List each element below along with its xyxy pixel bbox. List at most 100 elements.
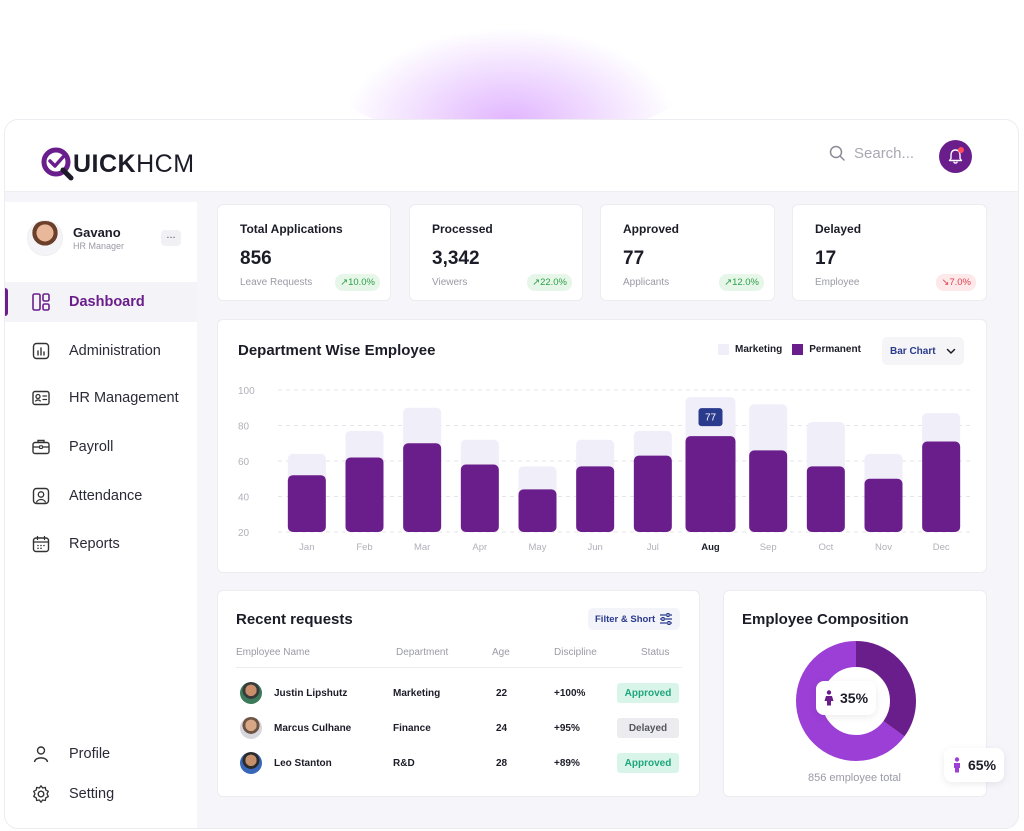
y-tick-label: 80 [238, 422, 250, 433]
search-box[interactable]: Search... [829, 145, 914, 162]
avatar [240, 752, 262, 774]
status-badge: Approved [617, 683, 679, 703]
sidebar-item-label: Payroll [69, 439, 114, 455]
employee-name: Marcus Culhane [274, 723, 352, 734]
bar-permanent [576, 466, 615, 532]
bar-permanent [749, 450, 788, 532]
sidebar-item-label: Reports [69, 536, 120, 552]
stat-card-processed[interactable]: Processed 3,342 Viewers ↗22.0% [409, 204, 583, 301]
female-percentage-chip: 35% [816, 681, 877, 715]
sidebar-item-administration[interactable]: Administration [5, 331, 197, 371]
sidebar-item-setting[interactable]: Setting [5, 774, 197, 814]
sidebar-item-label: Attendance [69, 488, 143, 504]
bar-permanent [864, 478, 903, 532]
user-menu-button[interactable]: ... [161, 230, 181, 246]
trend-down-icon: ↘ [941, 277, 950, 288]
trend-badge: ↗22.0% [527, 274, 572, 291]
bar-chart: 100 80 60 40 20 Jan Feb Mar Apr May Jun Jul Aug 77 Sep… [238, 386, 970, 553]
sidebar-item-profile[interactable]: Profile [5, 734, 197, 774]
stat-value: 3,342 [432, 248, 480, 269]
recent-requests-card: Recent requests Filter & Short Employee … [217, 590, 700, 797]
x-tick-label: Nov [875, 542, 892, 553]
employee-discipline: +100% [554, 688, 586, 699]
column-header-age: Age [492, 647, 510, 658]
sidebar-item-label: Setting [69, 786, 115, 802]
sidebar-item-payroll[interactable]: Payroll [5, 427, 197, 467]
bar-tooltip [698, 408, 723, 427]
avatar [27, 220, 63, 256]
sidebar-item-reports[interactable]: Reports [5, 524, 197, 564]
user-profile[interactable]: Gavano HR Manager [27, 220, 124, 256]
male-percentage: 65% [968, 757, 997, 773]
chevron-down-icon [946, 348, 956, 354]
employee-discipline: +89% [554, 758, 580, 769]
x-tick-label: Feb [356, 542, 372, 553]
stat-card-total-applications[interactable]: Total Applications 856 Leave Requests ↗1… [217, 204, 391, 301]
column-header-status: Status [641, 647, 670, 658]
calendar-icon [31, 534, 51, 554]
employee-composition-card: Employee Composition 35% 856 employee to… [723, 590, 987, 797]
legend-label-marketing: Marketing [735, 344, 783, 355]
chart-type-dropdown[interactable]: Bar Chart [882, 337, 964, 365]
status-badge: Approved [617, 753, 679, 773]
search-input[interactable]: Search... [854, 145, 915, 162]
user-name: Gavano [73, 225, 121, 240]
employee-age: 22 [496, 688, 508, 699]
female-percentage: 35% [840, 690, 869, 706]
avatar [240, 682, 262, 704]
dropdown-value: Bar Chart [890, 345, 936, 357]
filter-sort-button[interactable]: Filter & Short [588, 608, 680, 630]
top-bar: UICKHCM Search... [5, 120, 1018, 192]
stat-value: 17 [815, 248, 837, 269]
employee-discipline: +95% [554, 723, 580, 734]
sidebar-item-hr-management[interactable]: HR Management [5, 378, 197, 418]
female-icon [824, 690, 834, 706]
bar-permanent [633, 455, 672, 532]
filter-label: Filter & Short [595, 613, 656, 625]
x-tick-label: May [529, 542, 547, 553]
stat-subtitle: Leave Requests [240, 277, 313, 288]
search-icon [829, 145, 845, 161]
bar-permanent [460, 464, 499, 532]
chart-title: Department Wise Employee [238, 342, 436, 359]
employee-age: 28 [496, 758, 508, 769]
sliders-icon [660, 613, 672, 625]
dashboard-icon [31, 292, 51, 312]
composition-title: Employee Composition [742, 611, 909, 628]
briefcase-icon [31, 437, 51, 457]
user-square-icon [31, 486, 51, 506]
stat-value: 77 [623, 248, 645, 269]
sidebar-item-dashboard[interactable]: Dashboard [5, 282, 197, 322]
notification-button[interactable] [939, 140, 972, 173]
column-header-discipline: Discipline [554, 647, 597, 658]
y-tick-label: 60 [238, 457, 250, 468]
stat-card-approved[interactable]: Approved 77 Applicants ↗12.0% [600, 204, 775, 301]
y-tick-label: 40 [238, 493, 250, 504]
employee-age: 24 [496, 723, 508, 734]
table-divider [236, 667, 682, 668]
sidebar-item-attendance[interactable]: Attendance [5, 476, 197, 516]
requests-title: Recent requests [236, 611, 353, 628]
legend-swatch-permanent [792, 344, 804, 355]
sidebar-item-label: Administration [69, 343, 161, 359]
trend-up-icon: ↗ [532, 277, 541, 288]
x-tick-label: Apr [472, 542, 487, 553]
sidebar-item-label: Dashboard [69, 294, 145, 310]
id-card-icon [31, 388, 51, 408]
bar-permanent [287, 475, 326, 532]
avatar [240, 717, 262, 739]
x-tick-label: Jan [299, 542, 314, 553]
x-tick-label: Jun [588, 542, 603, 553]
stat-card-delayed[interactable]: Delayed 17 Employee ↘7.0% [792, 204, 987, 301]
logo[interactable]: UICKHCM [41, 146, 195, 182]
employee-department: R&D [393, 758, 415, 769]
user-role: HR Manager [73, 241, 125, 251]
profile-icon [31, 744, 51, 764]
chart-icon [31, 341, 51, 361]
stat-subtitle: Applicants [623, 277, 670, 288]
male-percentage-chip: 65% [944, 748, 1005, 782]
bar-permanent [403, 443, 442, 532]
x-tick-label: Dec [933, 542, 950, 553]
employee-name: Leo Stanton [274, 758, 332, 769]
x-tick-label: Aug [701, 542, 720, 553]
